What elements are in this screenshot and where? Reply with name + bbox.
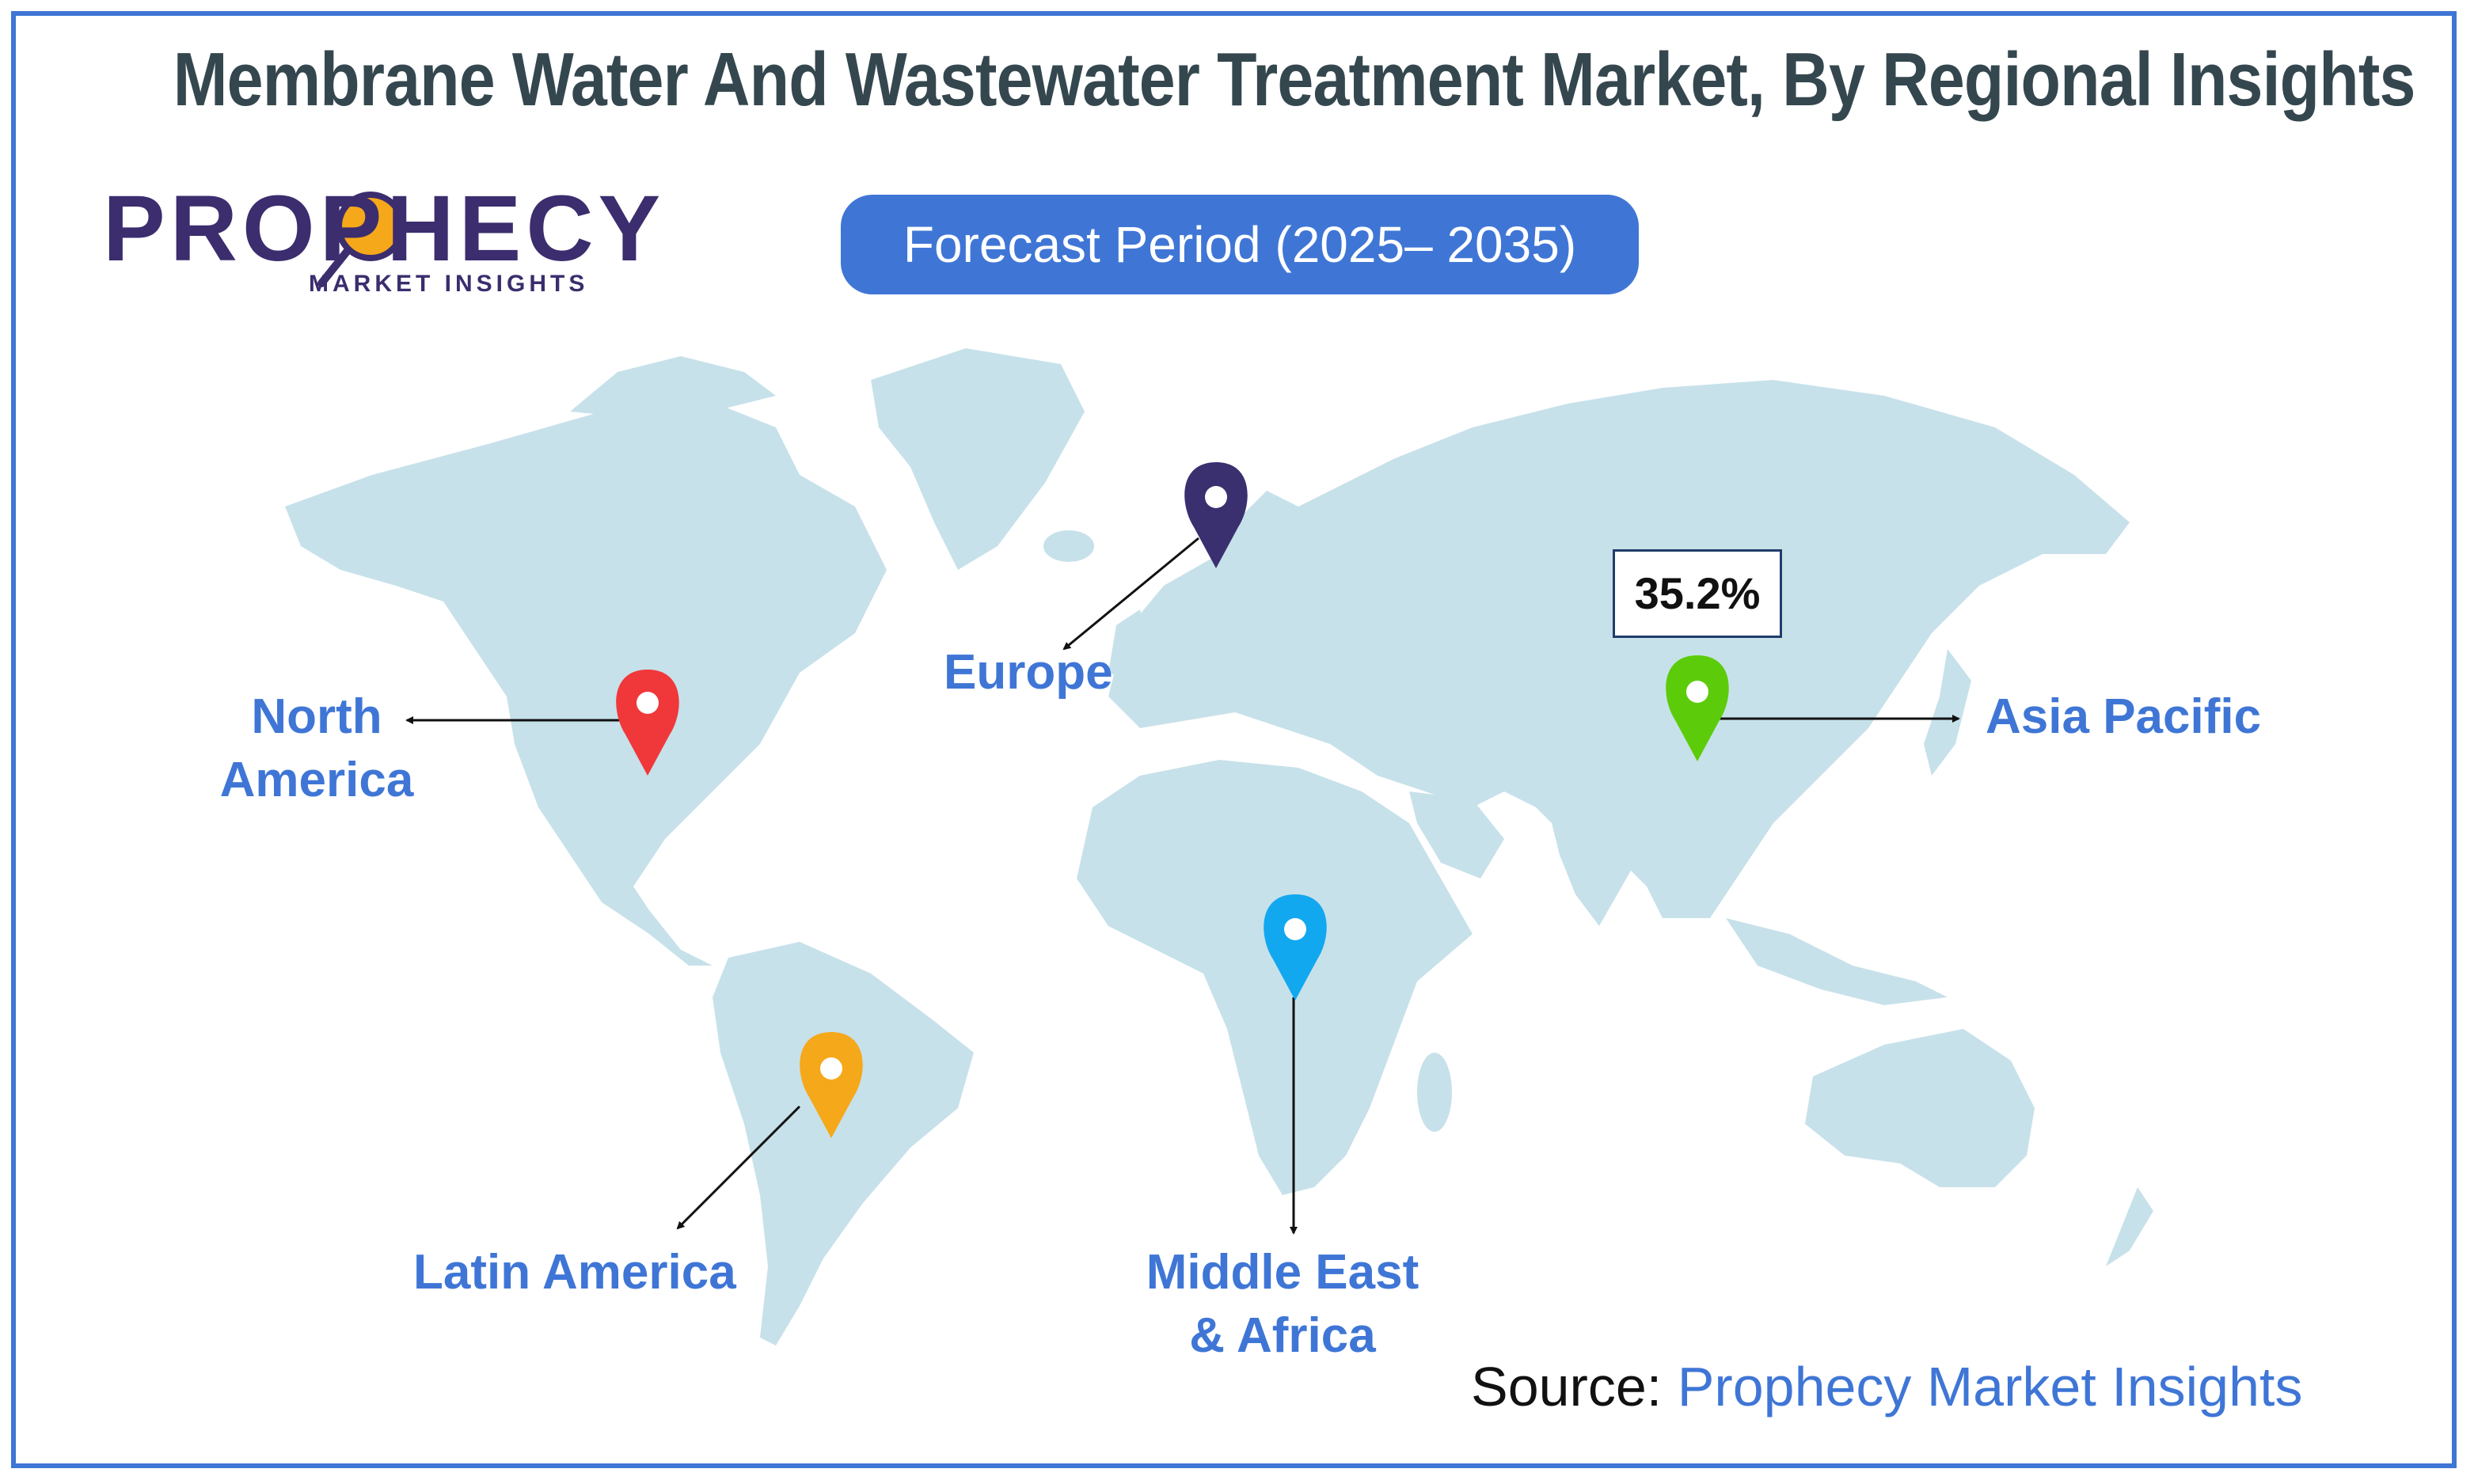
north-america-label: North America (198, 685, 435, 812)
north-america-pin-shape (616, 670, 679, 776)
forecast-period-badge: Forecast Period (2025– 2035) (841, 195, 1639, 294)
source-name: Prophecy Market Insights (1677, 1356, 2303, 1418)
arabia-landmass (1409, 791, 1504, 879)
arctic-islands (570, 356, 776, 419)
continents (285, 348, 2153, 1345)
middle-east-africa-pin-shape (1264, 894, 1327, 1000)
magnifier-icon (317, 192, 405, 287)
australia-landmass (1805, 1029, 2035, 1187)
uk-landmass (1108, 609, 1148, 681)
eurasia-landmass (1108, 380, 2130, 918)
north-america-label-line1: North (251, 689, 382, 744)
north-america-pin-icon (616, 670, 679, 776)
asia-pacific-pin-shape (1666, 655, 1729, 761)
pin-dot (820, 1057, 842, 1080)
pin-dot (1205, 486, 1227, 508)
europe-label: Europe (944, 645, 1113, 700)
scandinavia-landmass (1188, 491, 1298, 625)
north-america-label-line2: America (219, 753, 414, 807)
new-zealand-landmass (2106, 1187, 2153, 1266)
pin-dot (1686, 681, 1708, 703)
north-america-landmass (285, 396, 887, 966)
brand-logo: PROPHECY MARKET INSIGHTS (103, 182, 660, 301)
south-america-landmass (713, 942, 974, 1345)
latin-america-pin-shape (800, 1032, 863, 1138)
source-credit: Source: Prophecy Market Insights (1471, 1355, 2303, 1418)
africa-landmass (1077, 760, 1473, 1195)
asia-pacific-share-box: 35.2% (1613, 549, 1782, 638)
southeast-asia-islands (1726, 918, 1948, 1005)
asia-pacific-label: Asia Pacific (1986, 689, 2262, 744)
japan-landmass (1924, 649, 1971, 776)
middle-east-africa-label: Middle East & Africa (1124, 1241, 1441, 1368)
logo-tagline: MARKET INSIGHTS (309, 271, 589, 297)
pin-dot (1284, 918, 1306, 940)
latin-america-arrow (676, 1105, 801, 1230)
source-prefix: Source: (1471, 1356, 1663, 1418)
middle-east-africa-label-line1: Middle East (1146, 1245, 1419, 1300)
middle-east-africa-label-line2: & Africa (1189, 1308, 1376, 1363)
latin-america-pin-icon (800, 1032, 863, 1138)
greenland-landmass (871, 348, 1085, 570)
latin-america-label: Latin America (413, 1245, 736, 1300)
europe-pin-icon (1184, 462, 1248, 568)
india-landmass (1552, 823, 1631, 926)
connectors (405, 537, 1960, 1235)
europe-pin-shape (1184, 462, 1248, 568)
page-title: Membrane Water And Wastewater Treatment … (173, 37, 2416, 122)
iceland-landmass (1043, 530, 1094, 562)
middle-east-africa-pin-icon (1264, 894, 1327, 1000)
logo-wordmark: PROPHECY (103, 176, 666, 281)
pin-dot (637, 692, 659, 714)
asia-pacific-pin-icon (1666, 655, 1729, 761)
madagascar-landmass (1417, 1053, 1452, 1132)
europe-arrow (1062, 537, 1199, 651)
